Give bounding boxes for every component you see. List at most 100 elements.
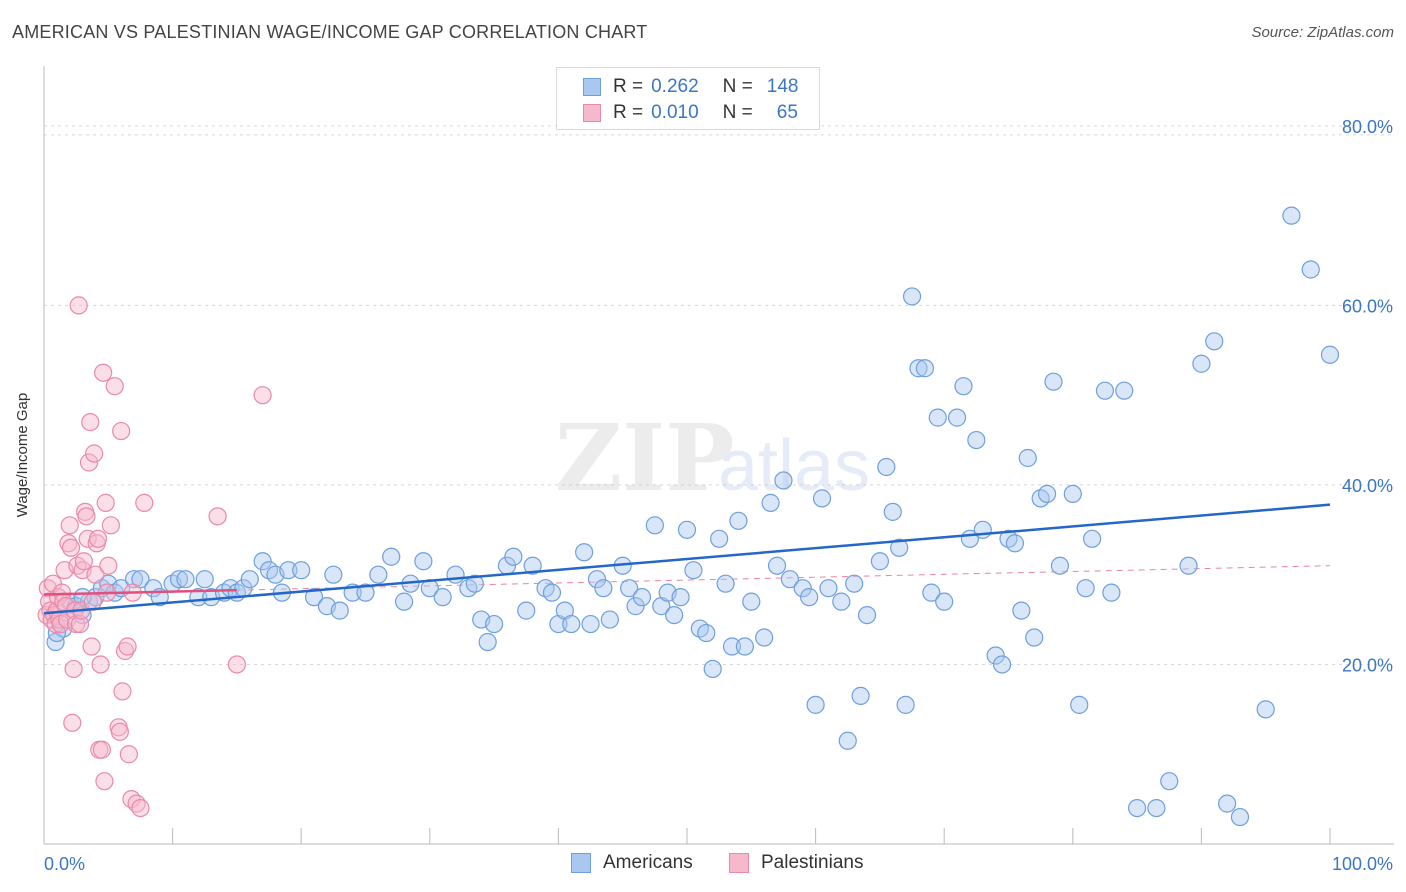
americans-point: [176, 570, 195, 589]
palestinians-point: [82, 637, 101, 656]
palestinians-swatch: [583, 104, 601, 122]
americans-point: [195, 570, 214, 589]
americans-point: [742, 592, 761, 611]
n-label: N =: [722, 76, 753, 97]
chart-title: AMERICAN VS PALESTINIAN WAGE/INCOME GAP …: [12, 22, 648, 42]
americans-point: [954, 377, 973, 396]
americans-point: [594, 579, 613, 598]
americans-point: [394, 592, 414, 611]
legend-item-palestinians[interactable]: Palestinians: [729, 852, 863, 874]
americans-point: [967, 430, 986, 450]
americans-point: [677, 520, 697, 539]
palestinians-point: [118, 637, 137, 656]
stats-legend: R = 0.262 N = 148 R = 0.010 N = 65: [556, 67, 820, 130]
palestinians-legend-swatch: [729, 853, 749, 873]
americans-point: [382, 547, 401, 566]
americans-point: [1205, 332, 1224, 351]
n-label: N =: [722, 102, 753, 123]
americans-point: [620, 579, 639, 598]
americans-point: [992, 655, 1012, 674]
americans-point: [575, 543, 594, 562]
legend-item-americans[interactable]: Americans: [571, 852, 693, 874]
palestinians-point: [96, 493, 115, 512]
americans-point: [324, 565, 343, 584]
americans-point: [1192, 354, 1211, 373]
palestinians-point: [70, 614, 90, 634]
americans-point: [542, 583, 562, 602]
americans-point: [504, 547, 523, 566]
americans-point: [697, 623, 716, 643]
americans-point: [877, 457, 896, 477]
americans-point: [973, 520, 992, 539]
americans-legend-label: Americans: [603, 852, 693, 873]
americans-point: [793, 579, 812, 598]
americans-point: [845, 574, 864, 593]
americans-point: [896, 695, 915, 714]
americans-point: [485, 614, 504, 634]
n-value: 148: [766, 76, 799, 97]
palestinians-point: [105, 377, 124, 396]
r-value: 0.010: [651, 102, 699, 123]
americans-point: [838, 731, 857, 750]
americans-point: [1147, 798, 1166, 818]
americans-point: [671, 588, 690, 607]
americans-legend-swatch: [571, 853, 591, 873]
palestinians-point: [86, 565, 105, 584]
palestinians-point: [77, 507, 96, 526]
americans-point: [857, 605, 877, 625]
palestinians-point: [94, 363, 113, 382]
americans-point: [870, 552, 890, 571]
palestinians-point: [67, 614, 86, 634]
americans-point: [1095, 381, 1115, 400]
legend-row-americans: R = 0.262 N = 148: [583, 75, 798, 99]
trend-lines: [43, 503, 1331, 615]
y-tick-label: 40.0%: [1342, 476, 1393, 496]
americans-point: [1115, 381, 1134, 400]
zipatlas-watermark: ZIP atlas: [555, 404, 870, 512]
x-tick-label: 0.0%: [44, 854, 85, 874]
americans-point: [729, 511, 748, 530]
americans-point: [517, 601, 536, 620]
americans-point: [587, 570, 607, 589]
americans-point: [1282, 206, 1301, 225]
axes: [43, 66, 1394, 845]
svg-text:atlas: atlas: [718, 426, 870, 506]
americans-point: [1301, 260, 1320, 279]
palestinians-point: [85, 444, 104, 463]
palestinians-legend-label: Palestinians: [761, 852, 864, 873]
tick-labels: 20.0% 40.0% 60.0% 80.0% 0.0% 100.0%: [44, 117, 1393, 874]
palestinians-point: [79, 453, 99, 472]
americans-point: [1218, 794, 1237, 813]
americans-point: [253, 552, 272, 571]
americans-point: [909, 359, 928, 378]
americans-point: [1160, 772, 1179, 791]
palestinians-point: [74, 552, 93, 571]
americans-point: [716, 574, 735, 593]
americans-point: [1179, 556, 1198, 575]
americans-point: [632, 588, 652, 607]
y-tick-label: 60.0%: [1342, 296, 1393, 316]
americans-point: [935, 592, 954, 611]
palestinians-point: [78, 529, 97, 548]
americans-point: [832, 592, 851, 611]
americans-point: [304, 588, 324, 607]
palestinians-point: [81, 412, 100, 432]
americans-trend-line: [43, 503, 1331, 615]
r-value: 0.262: [651, 76, 699, 97]
palestinians-point: [60, 516, 79, 535]
americans-point: [1127, 798, 1147, 818]
americans-point: [1044, 372, 1063, 391]
palestinians-point: [113, 682, 132, 701]
americans-point: [710, 529, 729, 548]
americans-point: [851, 686, 870, 705]
americans-point: [902, 287, 922, 306]
palestinians-point: [99, 556, 118, 575]
palestinians-point: [208, 507, 227, 526]
americans-point: [414, 552, 433, 571]
americans-point: [800, 588, 819, 607]
y-axis-label: Wage/Income Gap: [14, 392, 31, 518]
americans-point: [1076, 579, 1095, 598]
palestinians-point: [63, 713, 82, 732]
americans-point: [645, 516, 664, 535]
palestinians-point: [69, 296, 88, 315]
